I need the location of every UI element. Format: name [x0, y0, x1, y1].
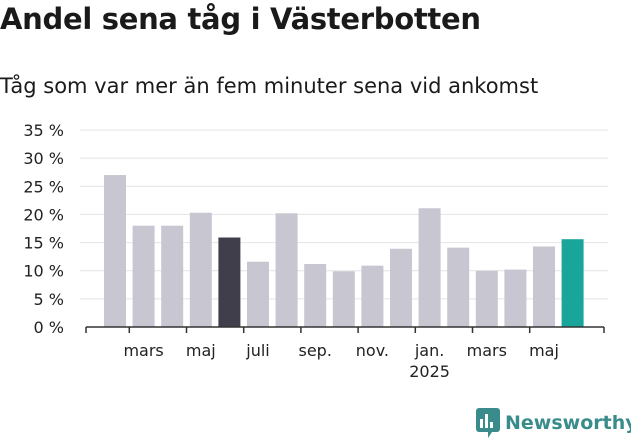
newsworthy-logo: Newsworthy — [476, 408, 631, 438]
chart-subtitle: Tåg som var mer än fem minuter sena vid … — [0, 74, 539, 98]
brand-name: Newsworthy — [505, 412, 631, 434]
bar — [475, 270, 498, 327]
y-tick-label: 20 % — [23, 205, 64, 224]
y-tick-label: 30 % — [23, 149, 64, 168]
bar — [304, 263, 327, 327]
bar — [161, 225, 184, 327]
bar — [418, 208, 441, 327]
x-tick-label: sep. — [298, 341, 331, 360]
y-tick-label: 15 % — [23, 234, 64, 253]
x-tick-label: maj — [529, 341, 559, 360]
y-tick-label: 0 % — [34, 318, 64, 337]
bar — [247, 261, 269, 327]
x-tick-label: jan. — [414, 341, 444, 360]
y-tick-label: 10 % — [23, 262, 64, 281]
x-tick-label: maj — [186, 341, 216, 360]
bar — [332, 271, 355, 327]
x-tick-year-label: 2025 — [409, 362, 450, 381]
y-tick-label: 25 % — [23, 177, 64, 196]
bar — [218, 237, 241, 327]
x-tick-label: juli — [245, 341, 269, 360]
x-tick-label: mars — [123, 341, 163, 360]
bar — [447, 247, 470, 327]
chart-title: Andel sena tåg i Västerbotten — [0, 2, 481, 36]
bar — [361, 265, 384, 327]
bar — [104, 175, 126, 327]
bar — [533, 246, 555, 327]
y-tick-label: 35 % — [23, 121, 64, 140]
x-tick-label: mars — [467, 341, 507, 360]
bar — [504, 269, 527, 327]
bar — [189, 212, 212, 327]
x-tick-label: nov. — [356, 341, 389, 360]
bar — [561, 239, 584, 327]
bar — [132, 225, 155, 327]
y-tick-label: 5 % — [34, 290, 64, 309]
newsworthy-logo-icon — [476, 408, 500, 438]
bar — [390, 248, 412, 327]
bar — [275, 213, 298, 327]
